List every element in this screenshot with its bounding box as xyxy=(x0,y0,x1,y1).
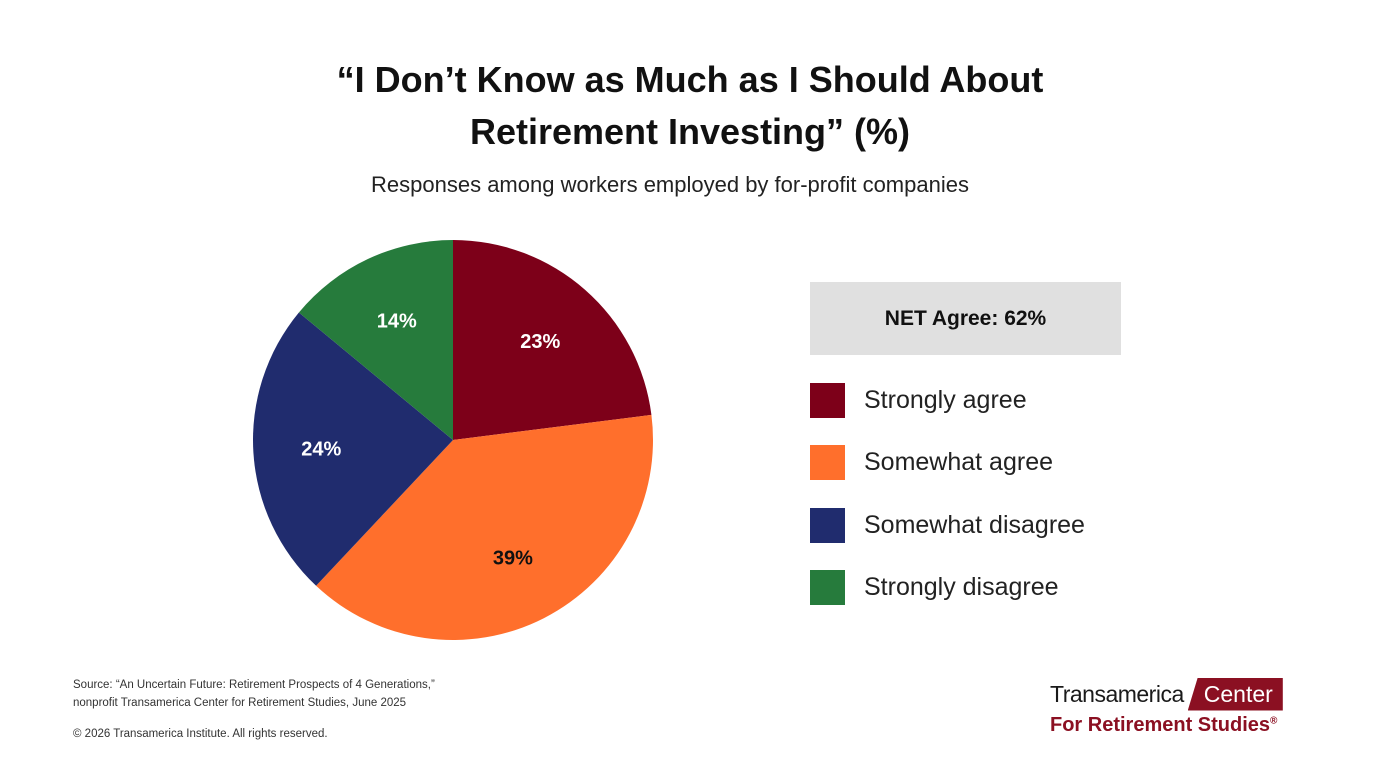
chart-title-line-1: “I Don’t Know as Much as I Should About xyxy=(336,59,1044,100)
pie-label-strongly-agree: 23% xyxy=(520,331,560,353)
logo-registered-mark: ® xyxy=(1270,715,1278,727)
chart-title-line-2: Retirement Investing” (%) xyxy=(469,111,911,152)
source-note: Source: “An Uncertain Future: Retirement… xyxy=(73,676,435,712)
legend-swatch-somewhat-agree xyxy=(810,445,845,480)
pie-label-strongly-disagree: 14% xyxy=(377,311,417,333)
transamerica-logo: Transamerica Center For Retirement Studi… xyxy=(1050,676,1283,737)
source-line-1: Source: “An Uncertain Future: Retirement… xyxy=(73,679,435,691)
legend-label-somewhat-agree: Somewhat agree xyxy=(864,448,1054,476)
pie-slice-somewhat-agree xyxy=(316,414,653,640)
logo-subtitle: For Retirement Studies® xyxy=(1050,714,1283,737)
net-agree-label: NET Agree: 62% xyxy=(884,306,1047,330)
pie-label-somewhat-disagree: 24% xyxy=(301,438,341,460)
legend-label-strongly-agree: Strongly agree xyxy=(864,385,1027,414)
pie-slice-strongly-disagree xyxy=(298,240,453,440)
legend-swatch-strongly-disagree xyxy=(810,570,845,605)
net-agree-box: NET Agree: 62% xyxy=(810,282,1121,355)
logo-subtitle-text: For Retirement Studies xyxy=(1050,714,1271,736)
logo-center-tag: Center xyxy=(1187,677,1283,711)
legend-item-strongly-agree: Strongly agree xyxy=(810,382,1027,418)
legend-label-strongly-disagree: Strongly disagree xyxy=(864,573,1059,601)
logo-name: Transamerica xyxy=(1050,680,1184,707)
legend-label-somewhat-disagree: Somewhat disagree xyxy=(864,510,1085,539)
pie-slice-somewhat-disagree xyxy=(252,312,453,586)
chart-title: “I Don’t Know as Much as I Should About … xyxy=(190,54,1190,158)
copyright-note: © 2026 Transamerica Institute. All right… xyxy=(73,728,328,740)
legend-swatch-somewhat-disagree xyxy=(810,507,845,543)
legend-swatch-strongly-agree xyxy=(810,382,845,418)
source-line-2: nonprofit Transamerica Center for Retire… xyxy=(73,697,407,709)
legend-item-strongly-disagree: Strongly disagree xyxy=(810,570,1059,606)
pie-slice-strongly-agree xyxy=(453,240,652,440)
chart-subtitle: Responses among workers employed by for-… xyxy=(371,172,969,197)
legend-item-somewhat-disagree: Somewhat disagree xyxy=(810,507,1085,543)
legend-item-somewhat-agree: Somewhat agree xyxy=(810,445,1053,481)
pie-label-somewhat-agree: 39% xyxy=(493,548,533,570)
